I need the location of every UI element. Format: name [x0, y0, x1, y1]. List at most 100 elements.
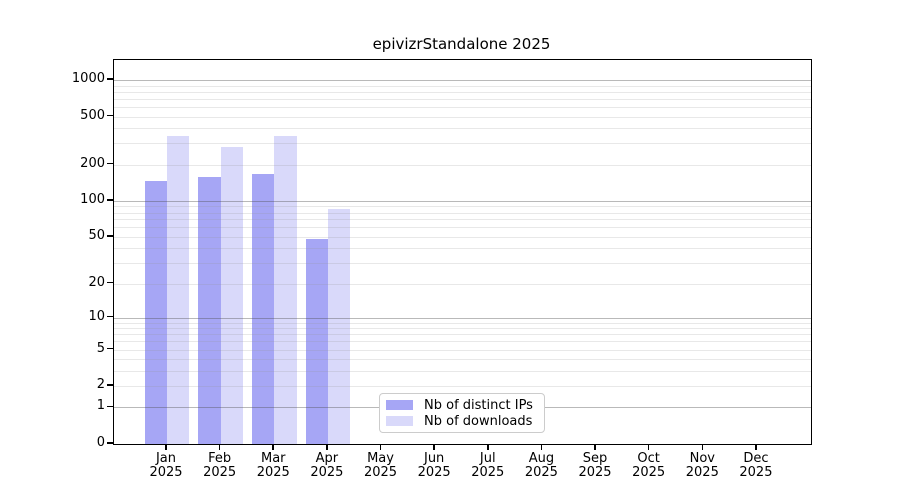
x-tick-mark [755, 444, 757, 450]
y-tick-mark [107, 114, 113, 117]
plot-area [113, 59, 812, 445]
gridline-minor-6 [114, 341, 811, 343]
y-tick-label-10: 10 [88, 308, 105, 324]
year-label: 2025 [685, 465, 719, 480]
y-tick-mark [107, 405, 113, 408]
month-label: Feb [208, 451, 232, 466]
year-label: 2025 [203, 465, 237, 480]
bar-downloads-feb [220, 146, 243, 444]
x-tick-label-apr: Apr 2025 [297, 452, 357, 480]
y-tick-mark [107, 281, 113, 284]
gridline-minor-700 [114, 98, 811, 100]
gridline-minor-900 [114, 85, 811, 87]
x-tick-mark [647, 444, 650, 450]
x-tick-label-jan: Jan 2025 [136, 452, 196, 480]
bar-distinct-ips-apr [305, 238, 328, 444]
x-tick-mark [272, 444, 275, 450]
y-tick-mark [107, 442, 113, 444]
month-label: May [367, 451, 394, 466]
gridline-minor-90 [114, 206, 811, 208]
month-label: Mar [260, 451, 286, 466]
gridline-minor-80 [114, 212, 811, 214]
y-tick-mark [107, 315, 113, 318]
month-label: Aug [528, 451, 555, 466]
y-tick-mark [107, 235, 113, 237]
legend: Nb of distinct IPs Nb of downloads [379, 393, 545, 433]
x-tick-mark [379, 444, 382, 450]
gridline-major-10 [114, 317, 811, 319]
y-tick-mark [107, 199, 113, 201]
x-tick-mark [701, 444, 704, 450]
gridline-minor-200 [114, 164, 811, 166]
legend-item-downloads: Nb of downloads [386, 413, 538, 429]
gridline-minor-4 [114, 359, 811, 361]
gridline-minor-400 [114, 128, 811, 130]
gridline-minor-9 [114, 322, 811, 324]
year-label: 2025 [310, 465, 344, 480]
gridline-minor-500 [114, 116, 811, 118]
gridline-minor-2 [114, 386, 811, 388]
x-tick-label-mar: Mar 2025 [243, 452, 303, 480]
bar-downloads-jan [167, 136, 190, 444]
bar-distinct-ips-feb [198, 176, 221, 444]
bars-layer [114, 60, 811, 444]
x-tick-mark [540, 444, 543, 450]
legend-label-distinct-ips: Nb of distinct IPs [424, 397, 533, 413]
year-label: 2025 [632, 465, 666, 480]
gridline-major-1000 [114, 80, 811, 82]
legend-item-distinct-ips: Nb of distinct IPs [386, 397, 538, 413]
gridline-minor-7 [114, 334, 811, 336]
y-tick-label-500: 500 [80, 107, 105, 123]
year-label: 2025 [471, 465, 505, 480]
gridline-minor-800 [114, 91, 811, 93]
x-tick-label-may: May 2025 [351, 452, 411, 480]
x-tick-mark [165, 444, 167, 450]
x-tick-label-jun: Jun 2025 [404, 452, 464, 480]
bar-distinct-ips-mar [251, 174, 275, 444]
x-tick-label-nov: Nov 2025 [672, 452, 732, 480]
y-tick-label-2: 2 [96, 377, 105, 393]
x-tick-label-aug: Aug 2025 [511, 452, 571, 480]
month-label: Nov [689, 451, 715, 466]
gridline-major-100 [114, 200, 811, 202]
x-tick-label-feb: Feb 2025 [190, 452, 250, 480]
gridline-minor-20 [114, 283, 811, 285]
month-label: Jun [423, 451, 445, 466]
bar-distinct-ips-jan [144, 181, 167, 444]
bar-downloads-mar [274, 135, 297, 444]
gridline-minor-5 [114, 349, 811, 351]
chart-title: epivizrStandalone 2025 [372, 35, 551, 53]
x-tick-mark [594, 444, 596, 450]
y-tick-mark [107, 384, 113, 386]
legend-swatch-downloads [386, 416, 413, 426]
y-tick-label-1000: 1000 [71, 71, 105, 87]
gridline-minor-40 [114, 248, 811, 250]
month-label: Jan [155, 451, 177, 466]
y-tick-label-1: 1 [96, 398, 105, 414]
year-label: 2025 [256, 465, 290, 480]
gridline-minor-600 [114, 106, 811, 108]
month-label: Apr [315, 451, 339, 466]
y-tick-mark [107, 347, 113, 350]
year-label: 2025 [149, 465, 183, 480]
x-tick-label-jul: Jul 2025 [458, 452, 518, 480]
year-label: 2025 [578, 465, 612, 480]
gridline-minor-50 [114, 236, 811, 238]
year-label: 2025 [739, 465, 773, 480]
y-tick-label-0: 0 [96, 435, 105, 450]
gridline-minor-8 [114, 328, 811, 330]
y-tick-label-20: 20 [88, 274, 105, 290]
gridline-minor-60 [114, 227, 811, 229]
month-label: Oct [637, 451, 660, 466]
y-tick-label-200: 200 [80, 155, 105, 171]
month-label: Jul [479, 451, 496, 466]
year-label: 2025 [524, 465, 558, 480]
x-tick-mark [326, 444, 328, 450]
gridline-minor-3 [114, 370, 811, 372]
y-tick-mark [107, 162, 113, 165]
month-label: Dec [743, 451, 769, 466]
x-tick-label-oct: Oct 2025 [619, 452, 679, 480]
y-tick-label-50: 50 [88, 227, 105, 243]
month-label: Sep [582, 451, 608, 466]
